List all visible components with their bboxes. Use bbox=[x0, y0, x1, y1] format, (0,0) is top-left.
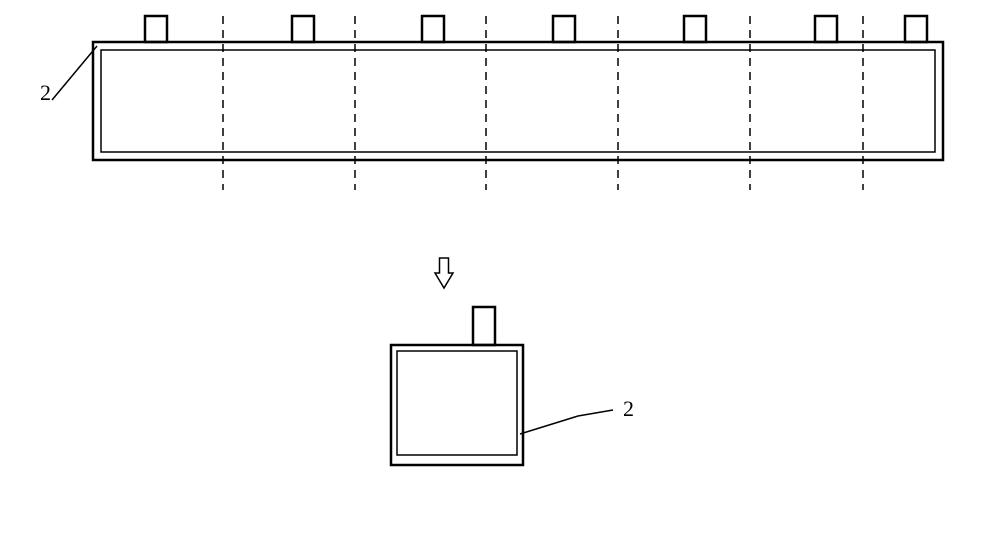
label-bottom: 2 bbox=[623, 396, 634, 421]
tab bbox=[905, 16, 927, 42]
tab bbox=[292, 16, 314, 42]
tab bbox=[422, 16, 444, 42]
tab bbox=[815, 16, 837, 42]
bottom-box bbox=[391, 307, 523, 465]
tab bbox=[553, 16, 575, 42]
technical-diagram: 2 2 bbox=[0, 0, 1000, 550]
down-arrow-icon bbox=[435, 258, 453, 288]
callout-bottom: 2 bbox=[520, 396, 634, 434]
tab bbox=[684, 16, 706, 42]
callout-top: 2 bbox=[40, 46, 97, 105]
top-container bbox=[93, 16, 943, 190]
tab bbox=[145, 16, 167, 42]
label-top: 2 bbox=[40, 80, 51, 105]
